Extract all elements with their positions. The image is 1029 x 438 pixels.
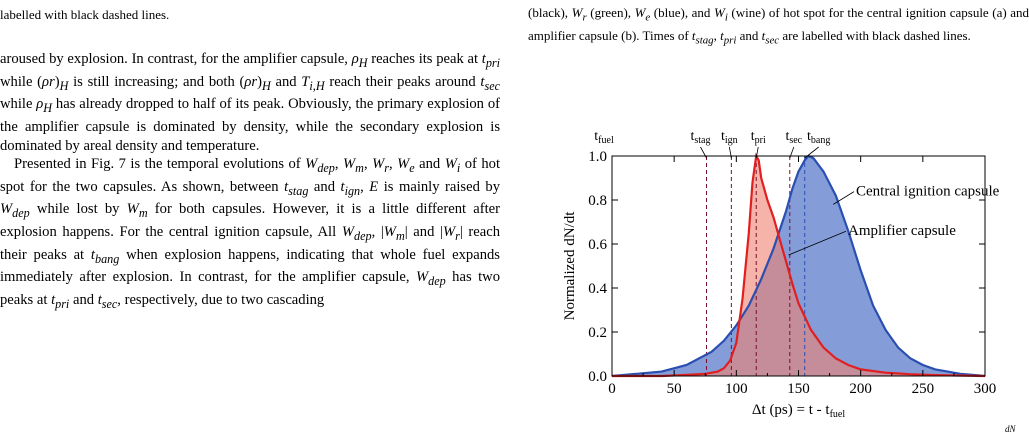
paragraph-2: Presented in Fig. 7 is the temporal evol… xyxy=(0,156,501,311)
y-tick-label: 0.2 xyxy=(588,325,607,341)
marker-label-t-pri: tpri xyxy=(751,129,766,146)
x-tick-label: 250 xyxy=(912,381,935,397)
y-tick-label: 0.8 xyxy=(588,193,607,209)
marker-pointer-t-sec xyxy=(789,146,795,159)
body-paragraphs: aroused by explosion. In contrast, for t… xyxy=(0,50,500,314)
marker-pointer-t-pri xyxy=(755,146,759,159)
annotation-label-1: Amplifier capsule xyxy=(848,223,956,239)
figure-tail-fragment: dN xyxy=(1005,424,1016,434)
series-line-1 xyxy=(612,152,986,378)
y-axis-label: Normalized dN/dt xyxy=(562,211,578,321)
marker-pointer-t-bang xyxy=(804,146,819,159)
chart-annotations: Central ignition capsule Amplifier capsul… xyxy=(788,184,1000,256)
x-axis-label: Δt (ps) = t - tfuel xyxy=(752,402,845,418)
marker-label-t-sec: tsec xyxy=(785,129,802,146)
series-fills xyxy=(612,156,985,376)
series-line-0 xyxy=(611,154,986,378)
annotation-label-0: Central ignition capsule xyxy=(856,184,1000,200)
x-tick-label: 50 xyxy=(667,381,682,397)
marker-label-t-bang: tbang xyxy=(807,129,830,146)
x-tick-label: 300 xyxy=(974,381,997,397)
axis-ticks: 0 50 100 150 200 250 300 0.0 0.2 0.4 0.6 0.8 1.0 xyxy=(588,149,996,397)
x-tick-label: 0 xyxy=(608,381,616,397)
series-lines xyxy=(611,152,986,378)
dn-dt-chart: 0 50 100 150 200 250 300 0.0 0.2 0.4 0.6 0.8 1.0 tfu… xyxy=(562,129,1000,418)
marker-pointer-t-stag xyxy=(700,146,707,159)
marker-label-t-ign: tign xyxy=(721,129,738,146)
caption-left-text: labelled with black dashed lines. xyxy=(0,7,170,22)
paragraph-1: aroused by explosion. In contrast, for t… xyxy=(0,51,500,154)
annotation-arrow-0 xyxy=(833,191,855,205)
x-tick-label: 150 xyxy=(787,381,810,397)
series-fill-0 xyxy=(612,156,985,376)
time-marker-labels: tfuel tstag tign tpri tsec tbang xyxy=(594,129,830,159)
marker-label-t-fuel: tfuel xyxy=(594,129,614,146)
marker-label-t-stag: tstag xyxy=(690,129,710,146)
annotation-arrow-1 xyxy=(788,230,847,256)
y-tick-label: 1.0 xyxy=(588,149,607,165)
time-marker-lines xyxy=(705,156,806,376)
y-tick-label: 0.0 xyxy=(588,369,607,385)
series-fill-1 xyxy=(612,156,985,376)
figure-caption-fragment-right: (black), Wr (green), We (blue), and Wi (… xyxy=(528,5,1029,47)
x-tick-label: 100 xyxy=(725,381,748,397)
y-tick-label: 0.6 xyxy=(588,237,607,253)
figure-caption-fragment-left: labelled with black dashed lines. xyxy=(0,0,500,23)
marker-pointer-t-ign xyxy=(728,146,732,159)
y-tick-label: 0.4 xyxy=(588,281,607,297)
x-tick-label: 200 xyxy=(849,381,872,397)
